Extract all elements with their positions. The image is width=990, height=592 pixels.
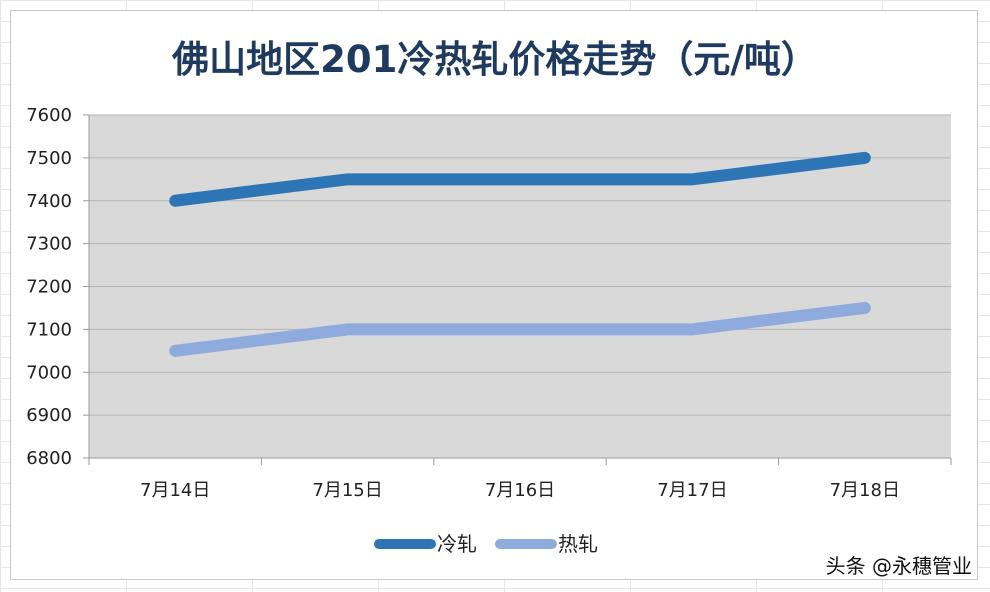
data-point	[347, 178, 349, 180]
legend-label: 热轧	[558, 532, 598, 556]
data-point	[691, 178, 693, 180]
chart-title: 佛山地区201冷热轧价格走势（元/吨）	[171, 38, 818, 81]
data-point	[691, 328, 693, 330]
legend-label: 冷轧	[437, 532, 477, 556]
data-point	[347, 328, 349, 330]
x-tick-label: 7月17日	[657, 480, 727, 501]
series-line-2	[169, 301, 871, 357]
x-tick-label: 7月14日	[140, 480, 210, 501]
y-tick-label: 7600	[26, 105, 72, 126]
data-point	[864, 307, 866, 309]
watermark-text: 头条 @永穗管业	[826, 554, 972, 578]
y-tick-label: 7000	[26, 362, 72, 383]
legend: 冷轧 热轧	[374, 532, 598, 556]
data-point	[519, 328, 521, 330]
y-tick-label: 7200	[26, 277, 72, 298]
series-line-1	[169, 151, 871, 207]
data-point	[519, 178, 521, 180]
data-point	[174, 200, 176, 202]
data-point	[864, 157, 866, 159]
y-tick-label: 7500	[26, 148, 72, 169]
y-tick-label: 7100	[26, 319, 72, 340]
y-tick-label: 6800	[26, 448, 72, 469]
data-point	[174, 350, 176, 352]
y-tick-label: 7300	[26, 234, 72, 255]
x-tick-label: 7月18日	[830, 480, 900, 501]
x-tick-label: 7月16日	[485, 480, 555, 501]
y-tick-label: 7400	[26, 191, 72, 212]
plot-area: 6800 6900 7000 7100 7200 7300 7400 7500 7600 7月14…	[26, 105, 952, 501]
y-tick-label: 6900	[26, 405, 72, 426]
x-tick-label: 7月15日	[312, 480, 382, 501]
